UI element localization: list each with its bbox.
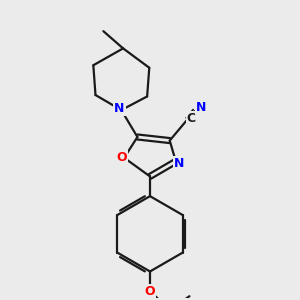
Text: O: O <box>145 285 155 298</box>
Text: N: N <box>173 157 184 170</box>
Text: C: C <box>187 112 196 125</box>
Text: N: N <box>196 100 206 114</box>
Text: O: O <box>116 151 127 164</box>
Text: N: N <box>114 102 125 115</box>
